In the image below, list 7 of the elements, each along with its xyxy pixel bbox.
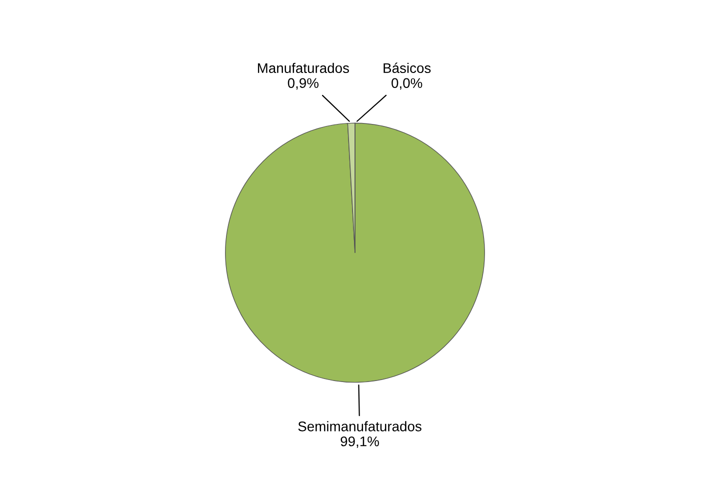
slice-label: Manufaturados [258, 62, 349, 74]
data-label: 0,9% [288, 78, 318, 90]
pie-slice [225, 122, 485, 383]
text: 0,0% [392, 78, 422, 90]
data-label: 99,1% [340, 436, 379, 448]
category-label: Básicos [384, 62, 431, 74]
slice-label: Semimanufaturados [298, 421, 422, 432]
